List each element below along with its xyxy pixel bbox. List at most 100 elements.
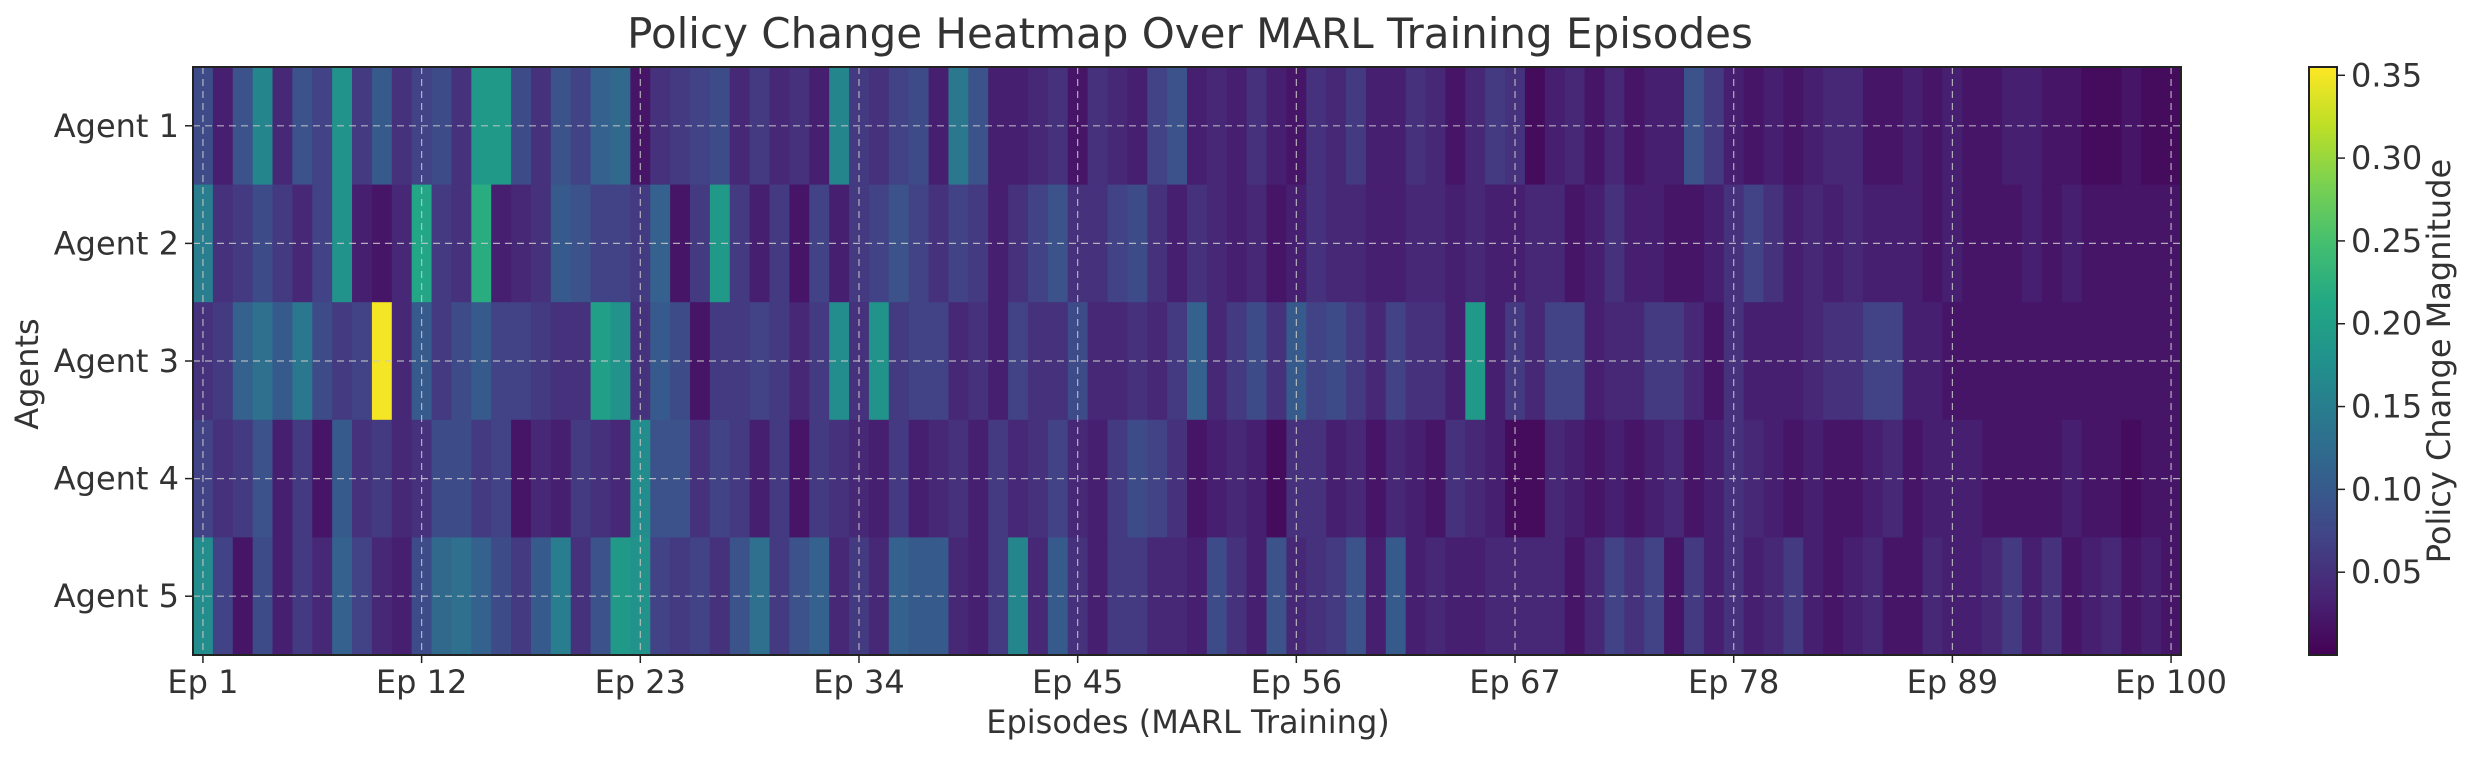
heatmap-cell — [1524, 302, 1546, 421]
heatmap-cell — [1187, 302, 1208, 421]
heatmap-cell — [431, 184, 453, 303]
heatmap-cell — [590, 67, 612, 186]
heatmap-cell — [1882, 67, 1904, 186]
y-tick-label: Agent 2 — [54, 224, 179, 262]
heatmap-cell — [1524, 184, 1546, 303]
heatmap-cell — [1922, 67, 1944, 186]
heatmap-cell — [1306, 184, 1327, 303]
heatmap-cell — [491, 419, 512, 538]
heatmap-cell — [948, 67, 969, 186]
x-tick-label: Ep 1 — [167, 663, 238, 701]
heatmap-cell — [1346, 67, 1367, 186]
heatmap-cell — [312, 537, 333, 656]
heatmap-cell — [1246, 419, 1268, 538]
heatmap-cell — [709, 419, 731, 538]
heatmap-cell — [1922, 537, 1944, 656]
heatmap-cell — [2002, 419, 2023, 538]
heatmap-cell — [1008, 419, 1029, 538]
heatmap-cell — [1823, 67, 1844, 186]
heatmap-cell — [1823, 537, 1844, 656]
heatmap-cell — [1982, 302, 2003, 421]
heatmap-cell — [948, 302, 969, 421]
heatmap-cell — [550, 67, 572, 186]
heatmap-cell — [1405, 67, 1427, 186]
heatmap-cell — [1246, 67, 1268, 186]
heatmap-cell — [1922, 184, 1944, 303]
heatmap-cell — [1644, 302, 1665, 421]
heatmap-cell — [1306, 67, 1327, 186]
heatmap-cell — [1465, 419, 1486, 538]
colorbar-ticks: 0.05 0.10 0.15 0.20 0.25 0.30 0.35 — [2337, 56, 2422, 591]
heatmap-cell — [729, 67, 751, 186]
heatmap-cell — [1703, 184, 1725, 303]
heatmap-cell — [769, 184, 790, 303]
y-tick-label: Agent 1 — [54, 107, 179, 145]
heatmap-cell — [1823, 419, 1844, 538]
heatmap-cell — [829, 67, 850, 186]
heatmap-cell — [1365, 537, 1387, 656]
heatmap-cell — [1882, 184, 1904, 303]
heatmap-cell — [610, 184, 631, 303]
heatmap-cell — [1067, 67, 1089, 186]
heatmap-cell — [1465, 184, 1486, 303]
heatmap-cell — [709, 537, 731, 656]
heatmap-cell — [610, 302, 631, 421]
heatmap-cell — [1703, 302, 1725, 421]
heatmap-cell — [709, 67, 731, 186]
heatmap-cell — [1524, 537, 1546, 656]
colorbar-tick-label: 0.10 — [2351, 470, 2422, 508]
heatmap-cell — [670, 302, 691, 421]
heatmap-cell — [312, 184, 333, 303]
heatmap-cell — [1008, 67, 1029, 186]
heatmap-cell — [2041, 419, 2063, 538]
heatmap-cell — [252, 537, 274, 656]
heatmap-cell — [2041, 537, 2063, 656]
heatmap-cell — [1584, 184, 1606, 303]
heatmap-cell — [1922, 419, 1944, 538]
heatmap-cell — [312, 67, 333, 186]
x-tick-label: Ep 34 — [813, 663, 904, 701]
heatmap-cell — [650, 184, 671, 303]
heatmap-cell — [1286, 67, 1307, 186]
heatmap-cell — [1922, 302, 1944, 421]
heatmap-cell — [491, 184, 512, 303]
heatmap-cell — [1584, 537, 1606, 656]
heatmap-cell — [709, 302, 731, 421]
heatmap-cell — [491, 67, 512, 186]
heatmap-cell — [312, 419, 333, 538]
heatmap-cell — [1465, 67, 1486, 186]
heatmap-cell — [252, 302, 274, 421]
heatmap-cell — [769, 419, 790, 538]
colorbar-tick-label: 0.20 — [2351, 305, 2422, 343]
heatmap-cell — [1187, 537, 1208, 656]
heatmap-cell — [590, 537, 612, 656]
heatmap-cell — [1405, 184, 1427, 303]
heatmap-cell — [371, 419, 393, 538]
x-axis-label: Episodes (MARL Training) — [986, 703, 1389, 741]
heatmap-cell — [1982, 67, 2003, 186]
heatmap-cell — [491, 537, 512, 656]
heatmap-cell — [2002, 67, 2023, 186]
heatmap-cell — [670, 419, 691, 538]
heatmap-cell — [590, 419, 612, 538]
heatmap-cell — [1187, 67, 1208, 186]
heatmap-cell — [252, 184, 274, 303]
heatmap-cell — [2101, 537, 2122, 656]
heatmap-cell — [1008, 184, 1029, 303]
heatmap-cell — [1127, 184, 1148, 303]
heatmap-cell — [1982, 184, 2003, 303]
heatmap-cell — [670, 537, 691, 656]
heatmap-cell — [888, 67, 910, 186]
colorbar: 0.05 0.10 0.15 0.20 0.25 0.30 0.35 Policy Chan… — [2308, 56, 2458, 656]
heatmap-cell — [1246, 537, 1268, 656]
heatmap-cell — [1584, 67, 1606, 186]
heatmap-cell — [1286, 184, 1307, 303]
heatmap-cell — [1306, 537, 1327, 656]
heatmap-cell — [769, 537, 790, 656]
heatmap-cell — [1365, 302, 1387, 421]
heatmap-cell — [1703, 67, 1725, 186]
heatmap-cell — [550, 537, 572, 656]
colorbar-tick-label: 0.30 — [2351, 139, 2422, 177]
heatmap-cell — [2101, 67, 2122, 186]
heatmap-cell — [829, 537, 850, 656]
